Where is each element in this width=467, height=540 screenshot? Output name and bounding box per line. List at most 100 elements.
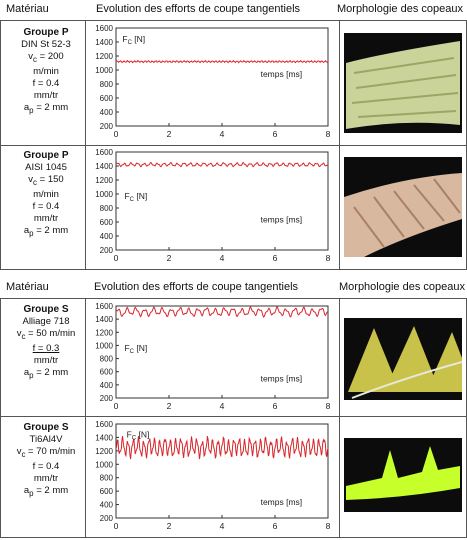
- vc-unit: m/min: [33, 188, 59, 200]
- x-tick-label: 6: [273, 401, 278, 411]
- y-tick-label: 1600: [95, 302, 113, 311]
- force-signal-line: [115, 59, 329, 64]
- chip-texture: [353, 178, 461, 248]
- y-tick-label: 1400: [95, 38, 113, 47]
- header-evolution: Evolution des efforts de coupe tangentie…: [94, 281, 299, 293]
- x-tick-label: 6: [273, 253, 278, 263]
- material-name: DIN St 52-3: [21, 39, 71, 50]
- header-morphology: Morphologie des copeaux: [339, 281, 465, 293]
- y-tick-label: 1600: [95, 24, 113, 33]
- chip-edge: [351, 361, 462, 399]
- force-chart: 200 400 600 800 1000 1200 1400 1600 0 2 4 6 8 FC [N] t…: [95, 148, 331, 263]
- chip-photo: [344, 33, 462, 133]
- x-tick-label: 6: [273, 129, 278, 139]
- y-tick-label: 800: [100, 474, 114, 483]
- material-cell: Groupe P AISI 1045 vc = 150 m/min f = 0.…: [8, 150, 84, 240]
- f-value: 0.4: [46, 77, 60, 89]
- y-tick-label: 1200: [95, 176, 113, 185]
- cutting-speed: vc = 150: [28, 174, 64, 187]
- y-tick-label: 1400: [95, 162, 113, 171]
- time-axis-label: temps [ms]: [261, 497, 303, 507]
- header-evolution: Evolution des efforts de coupe tangentie…: [96, 3, 301, 15]
- depth: ap = 2 mm: [23, 224, 69, 238]
- feed: f = 0.3: [32, 342, 60, 354]
- header-morphology: Morphologie des copeaux: [337, 3, 463, 15]
- x-tick-label: 2: [167, 253, 172, 263]
- y-tick-label: 1600: [95, 148, 113, 157]
- force-chart: 200 400 600 800 1000 1200 1400 1600 0 2 4 6 8 FC [N] t…: [95, 302, 331, 411]
- depth: ap = 2 mm: [23, 101, 69, 115]
- vc-value: 150: [47, 174, 64, 185]
- f-unit: mm/tr: [33, 212, 59, 224]
- vc-value: 50 m/min: [36, 328, 76, 339]
- fc-axis-label: FC [N]: [127, 430, 150, 442]
- y-tick-label: 800: [100, 204, 114, 213]
- y-tick-label: 600: [100, 368, 114, 377]
- f-unit: mm/tr: [33, 472, 59, 484]
- y-tick-label: 200: [100, 246, 114, 255]
- y-tick-label: 1200: [95, 52, 113, 61]
- vc-value: 70 m/min: [36, 446, 76, 457]
- y-tick-label: 1000: [95, 66, 113, 75]
- f-value: 0.3: [46, 342, 60, 354]
- chip-shape: [348, 326, 462, 392]
- x-tick-label: 4: [220, 521, 225, 531]
- x-tick-label: 0: [114, 521, 119, 531]
- y-tick-label: 1400: [95, 433, 113, 442]
- feed: f = 0.4: [32, 200, 60, 212]
- row-divider: [1, 416, 466, 417]
- cutting-speed: vc = 50 m/min: [16, 328, 76, 341]
- x-tick-label: 8: [326, 253, 331, 263]
- y-tick-label: 600: [100, 487, 114, 496]
- time-axis-label: temps [ms]: [261, 215, 303, 225]
- ap-value: 2 mm: [44, 101, 69, 113]
- x-tick-label: 2: [167, 129, 172, 139]
- y-tick-label: 400: [100, 232, 114, 241]
- fc-axis-label: FC [N]: [124, 191, 147, 203]
- time-axis-label: temps [ms]: [261, 373, 303, 383]
- f-unit: mm/tr: [33, 354, 59, 366]
- force-chart: 200 400 600 800 1000 1200 1400 1600 0 2 4 6 8 FC [N] t…: [95, 24, 330, 139]
- feed: f = 0.4: [32, 460, 60, 472]
- fc-axis-label: FC [N]: [122, 34, 145, 46]
- group-label: Groupe S: [23, 422, 69, 433]
- x-tick-label: 4: [220, 129, 225, 139]
- y-tick-label: 1400: [95, 315, 113, 324]
- ap-value: 2 mm: [44, 366, 69, 378]
- x-tick-label: 2: [167, 401, 172, 411]
- y-tick-label: 600: [100, 218, 114, 227]
- y-tick-label: 1200: [95, 447, 113, 456]
- x-tick-label: 8: [326, 521, 331, 531]
- y-tick-label: 800: [100, 80, 114, 89]
- y-tick-label: 600: [100, 94, 114, 103]
- y-tick-label: 1000: [95, 341, 113, 350]
- header-material: Matériau: [6, 281, 49, 293]
- group-label: Groupe P: [23, 150, 69, 161]
- x-tick-label: 0: [114, 253, 119, 263]
- material-name: Alliage 718: [22, 316, 70, 327]
- ap-value: 2 mm: [44, 224, 69, 236]
- material-name: Ti6Al4V: [29, 434, 63, 445]
- material-cell: Groupe S Ti6Al4V vc = 70 m/min f = 0.4 m…: [8, 422, 84, 500]
- y-tick-label: 200: [100, 394, 114, 403]
- chip-texture: [351, 57, 459, 118]
- f-unit: mm/tr: [33, 89, 59, 101]
- force-signal-line: [115, 435, 329, 460]
- y-tick-label: 200: [100, 514, 114, 523]
- y-tick-label: 400: [100, 108, 114, 117]
- y-tick-label: 1200: [95, 328, 113, 337]
- x-tick-label: 8: [326, 401, 331, 411]
- plot-frame: [115, 151, 329, 251]
- header-material: Matériau: [6, 3, 49, 15]
- plot-frame: [115, 305, 329, 399]
- x-tick-label: 2: [167, 521, 172, 531]
- plot-frame: [115, 27, 329, 127]
- x-tick-label: 6: [273, 521, 278, 531]
- group-label: Groupe P: [23, 27, 69, 38]
- f-value: 0.4: [46, 200, 60, 212]
- y-tick-label: 200: [100, 122, 114, 131]
- vc-value: 200: [47, 51, 64, 62]
- x-tick-label: 0: [114, 129, 119, 139]
- y-tick-label: 800: [100, 355, 114, 364]
- time-axis-label: temps [ms]: [261, 69, 303, 79]
